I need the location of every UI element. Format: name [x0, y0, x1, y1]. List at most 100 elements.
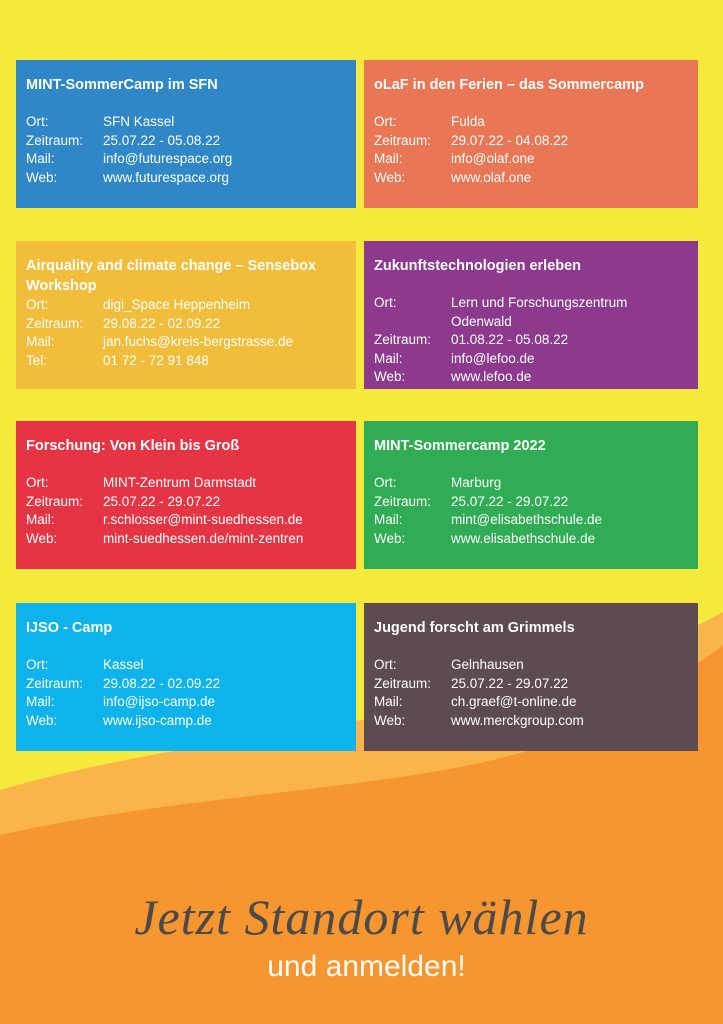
- info-value: SFN Kassel: [103, 114, 175, 129]
- info-value: www.olaf.one: [451, 169, 532, 185]
- info-row: Ort: Gelnhausen: [374, 656, 688, 675]
- card-title: Airquality and climate change – Sensebox…: [26, 258, 317, 294]
- info-label: Ort:: [374, 114, 397, 129]
- info-label: Mail:: [374, 694, 403, 709]
- info-label: Ort:: [26, 657, 49, 672]
- info-row: Zeitraum: 25.07.22 - 05.08.22: [26, 132, 346, 151]
- info-label: Web:: [374, 169, 406, 185]
- info-value: Fulda: [451, 114, 485, 129]
- info-row: Zeitraum: 29.08.22 - 02.09.22: [26, 675, 346, 694]
- info-label: Mail:: [26, 512, 55, 527]
- info-row: Mail: jan.fuchs@kreis-bergstrasse.de: [26, 333, 346, 352]
- info-row: Web: www.elisabethschule.de: [374, 530, 688, 549]
- info-value: www.ijso-camp.de: [103, 712, 212, 728]
- info-value: www.lefoo.de: [451, 369, 532, 384]
- card-title: MINT-SommerCamp im SFN: [26, 77, 218, 93]
- info-row: Ort: SFN Kassel: [26, 113, 346, 132]
- card-title: Jugend forscht am Grimmels: [374, 620, 575, 636]
- info-value: Kassel: [103, 657, 144, 672]
- info-value: www.merckgroup.com: [451, 712, 584, 728]
- info-value: mint@elisabethschule.de: [451, 512, 603, 527]
- info-value: 25.07.22 - 29.07.22: [451, 493, 569, 509]
- call-to-action: und anmelden!: [267, 950, 466, 983]
- info-row: Web: www.futurespace.org: [26, 169, 346, 188]
- info-value: 25.07.22 - 29.07.22: [103, 493, 221, 509]
- info-value: 29.07.22 - 04.08.22: [451, 132, 569, 148]
- info-value: 25.07.22 - 29.07.22: [451, 675, 569, 691]
- info-label: Ort:: [374, 295, 397, 310]
- info-row: Ort: Fulda: [374, 113, 688, 132]
- location-card: Zukunftstechnologien erleben Ort: Lern und…: [364, 241, 698, 389]
- info-value: digi_Space Heppenheim: [103, 297, 251, 312]
- info-label: Mail:: [374, 151, 403, 166]
- info-label: Web:: [26, 530, 58, 546]
- info-row: Ort: Kassel: [26, 656, 346, 675]
- info-row: Web: www.olaf.one: [374, 169, 688, 188]
- info-label: Ort:: [26, 297, 49, 312]
- info-value: r.schlosser@mint-suedhessen.de: [103, 512, 303, 527]
- wave-dark: [0, 645, 723, 1024]
- info-row: Web: www.lefoo.de: [374, 368, 688, 387]
- info-row: Zeitraum: 25.07.22 - 29.07.22: [374, 493, 688, 512]
- info-row: Mail: ch.graef@t-online.de: [374, 693, 688, 712]
- card-title: Zukunftstechnologien erleben: [374, 258, 582, 274]
- info-value: info@lefoo.de: [451, 350, 535, 366]
- info-value: Marburg: [451, 475, 502, 490]
- info-label: Zeitraum:: [374, 493, 432, 509]
- info-row: Ort: digi_Space Heppenheim: [26, 296, 346, 315]
- info-label: Ort:: [26, 114, 49, 129]
- info-label: Ort:: [26, 475, 49, 490]
- info-value: info@futurespace.org: [103, 151, 233, 166]
- info-row: Mail: mint@elisabethschule.de: [374, 511, 688, 530]
- info-row: Mail: info@futurespace.org: [26, 150, 346, 169]
- card-title: MINT-Sommercamp 2022: [374, 438, 546, 454]
- location-card: MINT-SommerCamp im SFN Ort: SFN Kassel Zeit…: [16, 60, 356, 208]
- info-label: Ort:: [374, 657, 397, 672]
- info-label: Zeitraum:: [374, 332, 432, 347]
- info-value: Lern und Forschungszentrum Odenwald: [451, 295, 628, 329]
- info-value: Gelnhausen: [451, 657, 524, 672]
- info-row: Web: www.merckgroup.com: [374, 712, 688, 731]
- info-label: Tel:: [26, 352, 48, 368]
- info-label: Web:: [26, 169, 58, 185]
- location-card: Airquality and climate change – Sensebox…: [16, 241, 356, 389]
- info-row: Web: mint-suedhessen.de/mint-zentren: [26, 530, 346, 549]
- info-label: Zeitraum:: [374, 675, 432, 691]
- info-value: 01 72 - 72 91 848: [103, 352, 209, 368]
- card-title: oLaF in den Ferien – das Sommercamp: [374, 77, 644, 93]
- info-value: MINT-Zentrum Darmstadt: [103, 475, 257, 490]
- info-value: ch.graef@t-online.de: [451, 694, 577, 709]
- info-row: Ort: Lern und Forschungszentrum Odenwald: [374, 294, 688, 331]
- info-value: 01.08.22 - 05.08.22: [451, 332, 569, 347]
- info-label: Zeitraum:: [26, 493, 84, 509]
- script-headline: Jetzt Standort wählen: [134, 889, 589, 945]
- info-row: Zeitraum: 25.07.22 - 29.07.22: [26, 493, 346, 512]
- info-label: Mail:: [26, 334, 55, 349]
- info-label: Mail:: [374, 512, 403, 527]
- location-card: MINT-Sommercamp 2022 Ort: Marburg Zeitraum:…: [364, 421, 698, 569]
- info-label: Web:: [374, 712, 406, 728]
- info-row: Ort: Marburg: [374, 474, 688, 493]
- info-label: Web:: [374, 530, 406, 546]
- info-value: 29.08.22 - 02.09.22: [103, 675, 221, 691]
- info-value: info@olaf.one: [451, 151, 535, 166]
- location-card: Jugend forscht am Grimmels Ort: Gelnhausen…: [364, 603, 698, 751]
- info-label: Zeitraum:: [374, 132, 432, 148]
- info-value: 29.08.22 - 02.09.22: [103, 315, 221, 331]
- card-title: IJSO - Camp: [26, 620, 113, 636]
- info-label: Web:: [374, 369, 406, 384]
- info-row: Mail: info@ijso-camp.de: [26, 693, 346, 712]
- info-row: Tel: 01 72 - 72 91 848: [26, 352, 346, 371]
- info-row: Ort: MINT-Zentrum Darmstadt: [26, 474, 346, 493]
- info-label: Zeitraum:: [26, 132, 84, 148]
- location-card: oLaF in den Ferien – das Sommercamp Ort: F…: [364, 60, 698, 208]
- info-label: Mail:: [374, 350, 403, 366]
- info-row: Mail: r.schlosser@mint-suedhessen.de: [26, 511, 346, 530]
- info-row: Mail: info@lefoo.de: [374, 350, 688, 369]
- location-card: Forschung: Von Klein bis Groß Ort: MINT-Ze…: [16, 421, 356, 569]
- info-value: 25.07.22 - 05.08.22: [103, 132, 221, 148]
- info-row: Mail: info@olaf.one: [374, 150, 688, 169]
- info-row: Web: www.ijso-camp.de: [26, 712, 346, 731]
- card-title: Forschung: Von Klein bis Groß: [26, 438, 240, 454]
